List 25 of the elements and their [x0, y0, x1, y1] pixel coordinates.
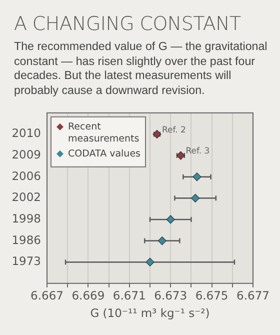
y-tick-label: 2006	[12, 168, 41, 183]
y-tick-label: 1986	[12, 232, 41, 247]
point	[191, 194, 200, 202]
x-tick-label: 6.669	[72, 288, 105, 302]
annotation: Ref. 2	[162, 125, 186, 136]
x-tick-label: 6.667	[30, 288, 64, 302]
chart-subtitle: The recommended value of G — the gravitational constant — has risen slightly over the past four decades. But the latest measurements will probably cause a downward revision.	[14, 40, 268, 98]
point	[192, 172, 202, 182]
point	[158, 236, 166, 246]
x-tick-label: 6.677	[236, 288, 270, 302]
y-tick-label: 2010	[12, 126, 41, 140]
point	[166, 215, 175, 224]
y-tick-label: 1973	[12, 254, 41, 268]
x-axis-title: G (10⁻¹¹ m³ kg⁻¹ s⁻²)	[90, 306, 210, 320]
x-tick-label: 6.675	[195, 288, 228, 302]
y-tick-label: 1998	[12, 211, 41, 226]
point	[146, 258, 154, 266]
chart-title: A CHANGING CONSTANT	[14, 13, 241, 35]
y-tick-label: 2002	[12, 190, 41, 204]
y-tick-label: 2009	[12, 148, 41, 162]
x-tick-label: 6.673	[154, 288, 188, 302]
annotation: Ref. 3	[186, 146, 210, 157]
legend-label: CODATA values	[68, 148, 141, 160]
x-tick-label: 6.671	[112, 288, 146, 302]
legend-label: Recent measurements	[68, 121, 140, 144]
